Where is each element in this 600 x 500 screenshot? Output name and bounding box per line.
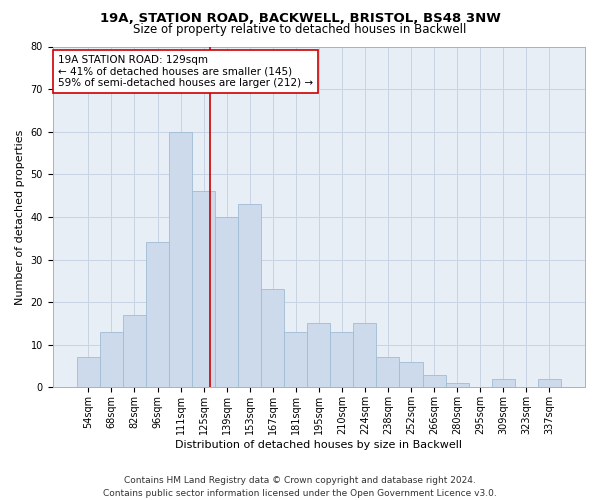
Bar — [146, 242, 169, 388]
Bar — [169, 132, 192, 388]
Bar — [261, 290, 284, 388]
Bar — [77, 358, 100, 388]
Bar — [376, 358, 400, 388]
Bar — [446, 383, 469, 388]
Bar — [215, 217, 238, 388]
Bar — [353, 324, 376, 388]
Text: Size of property relative to detached houses in Backwell: Size of property relative to detached ho… — [133, 22, 467, 36]
Bar — [400, 362, 422, 388]
Bar — [331, 332, 353, 388]
Bar — [284, 332, 307, 388]
Bar — [307, 324, 331, 388]
Bar — [192, 192, 215, 388]
Y-axis label: Number of detached properties: Number of detached properties — [15, 129, 25, 304]
X-axis label: Distribution of detached houses by size in Backwell: Distribution of detached houses by size … — [175, 440, 463, 450]
Bar — [491, 379, 515, 388]
Bar — [538, 379, 561, 388]
Bar — [422, 374, 446, 388]
Text: Contains HM Land Registry data © Crown copyright and database right 2024.
Contai: Contains HM Land Registry data © Crown c… — [103, 476, 497, 498]
Text: 19A, STATION ROAD, BACKWELL, BRISTOL, BS48 3NW: 19A, STATION ROAD, BACKWELL, BRISTOL, BS… — [100, 12, 500, 26]
Bar — [123, 315, 146, 388]
Text: 19A STATION ROAD: 129sqm
← 41% of detached houses are smaller (145)
59% of semi-: 19A STATION ROAD: 129sqm ← 41% of detach… — [58, 55, 313, 88]
Bar — [238, 204, 261, 388]
Bar — [100, 332, 123, 388]
